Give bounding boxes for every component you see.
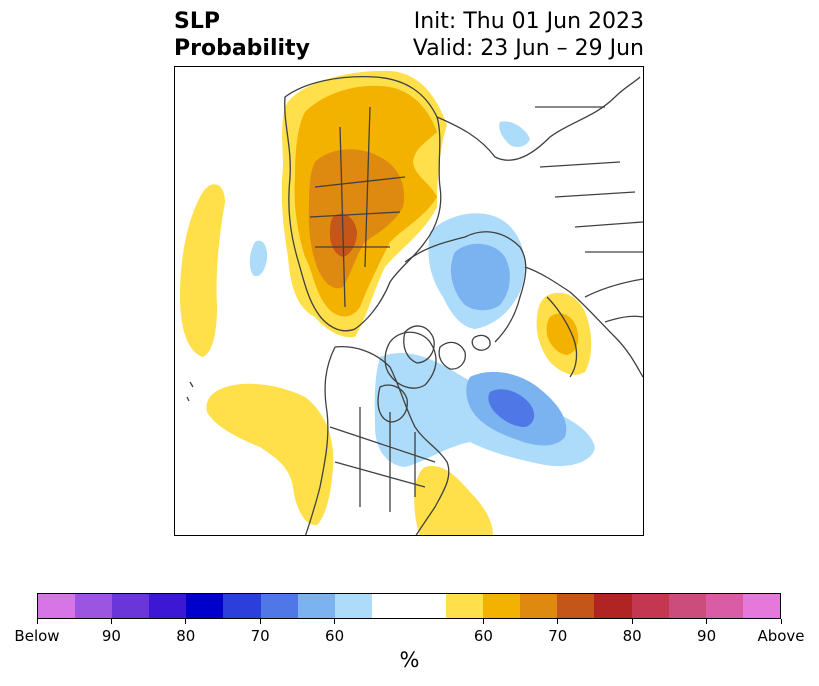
colorbar-tick-mark — [185, 619, 187, 624]
colorbar-tick-mark — [557, 619, 559, 624]
colorbar-unit-label: % — [399, 648, 420, 672]
colorbar — [37, 593, 781, 619]
colorbar-segment — [594, 594, 632, 618]
contour-above-70-eurasia — [308, 149, 405, 289]
colorbar-segment — [557, 594, 595, 618]
colorbar-tick-mark — [631, 619, 633, 624]
colorbar-segment — [38, 594, 76, 618]
contour-below-60-arctic-small — [499, 121, 530, 147]
colorbar-tick-label: 60 — [473, 627, 493, 645]
contour-below-70-atlantic — [488, 389, 535, 427]
colorbar-segment — [483, 594, 521, 618]
date-info: Init: Thu 01 Jun 2023 Valid: 23 Jun – 29… — [413, 8, 644, 62]
colorbar-tick-mark — [36, 619, 38, 624]
colorbar-ticks: Below 90 80 70 60 60 70 80 90 Above — [0, 619, 819, 645]
colorbar-segment — [668, 594, 706, 618]
colorbar-segment — [149, 594, 187, 618]
colorbar-tick-label: 90 — [697, 627, 717, 645]
colorbar-segment — [334, 594, 372, 618]
map-title: SLP Probability — [174, 8, 310, 62]
colorbar-tick-label: Below — [14, 627, 60, 645]
contour-above-65-europe — [546, 313, 579, 355]
colorbar-tick-mark — [482, 619, 484, 624]
colorbar-tick-label: 70 — [250, 627, 270, 645]
colorbar-tick-label: 70 — [548, 627, 568, 645]
colorbar-segment — [742, 594, 780, 618]
contour-above-60-westus — [206, 383, 334, 526]
colorbar-segment — [223, 594, 261, 618]
contour-above-60-pacific — [180, 184, 225, 357]
colorbar-tick-label: Above — [757, 627, 805, 645]
colorbar-tick-mark — [780, 619, 782, 624]
init-date-label: Init: Thu 01 Jun 2023 — [413, 9, 644, 34]
colorbar-segment — [520, 594, 558, 618]
colorbar-segment — [446, 594, 484, 618]
colorbar-segment — [186, 594, 224, 618]
contour-below-60-pacific-small — [249, 240, 268, 277]
colorbar-segment — [112, 594, 150, 618]
colorbar-tick-label: 60 — [325, 627, 345, 645]
coastlines — [186, 76, 643, 535]
colorbar-segment — [75, 594, 113, 618]
colorbar-segment — [408, 594, 447, 618]
colorbar-tick-label: 80 — [622, 627, 642, 645]
colorbar-segment — [705, 594, 743, 618]
colorbar-segment — [371, 594, 409, 618]
colorbar-tick-label: 80 — [176, 627, 196, 645]
colorbar-tick-mark — [706, 619, 708, 624]
colorbar-segment — [260, 594, 298, 618]
above-normal-contours — [180, 70, 592, 535]
contour-above-60-atlantic — [414, 466, 493, 535]
colorbar-tick-mark — [110, 619, 112, 624]
contour-below-65-siberia — [450, 243, 510, 311]
colorbar-tick-label: 90 — [101, 627, 121, 645]
colorbar-tick-mark — [259, 619, 261, 624]
below-normal-contours — [249, 121, 595, 467]
colorbar-segment — [297, 594, 335, 618]
polar-map — [180, 70, 643, 535]
colorbar-segment — [631, 594, 669, 618]
title-line-2: Probability — [174, 36, 310, 61]
title-line-1: SLP — [174, 9, 220, 34]
valid-date-label: Valid: 23 Jun – 29 Jun — [412, 36, 644, 61]
colorbar-tick-mark — [334, 619, 336, 624]
map-panel — [174, 66, 644, 536]
